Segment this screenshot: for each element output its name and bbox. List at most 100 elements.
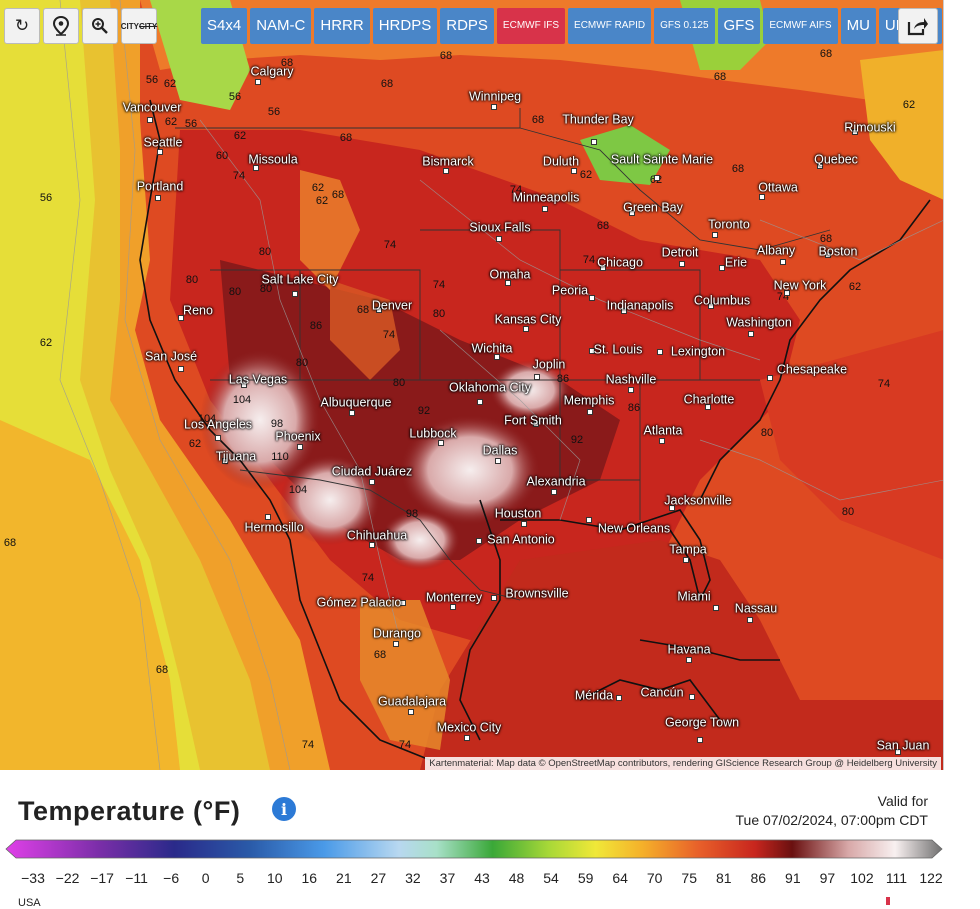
city-label[interactable]: Los Angeles: [183, 417, 253, 432]
city-marker[interactable]: [255, 79, 261, 85]
city-label[interactable]: Gómez Palacio: [316, 595, 402, 610]
city-marker[interactable]: [369, 542, 375, 548]
city-marker[interactable]: [669, 505, 675, 511]
city-marker[interactable]: [147, 117, 153, 123]
city-label[interactable]: Mérida: [574, 688, 614, 703]
city-label[interactable]: Tijuana: [215, 449, 257, 464]
city-label[interactable]: Alexandria: [526, 474, 586, 489]
city-marker[interactable]: [241, 382, 247, 388]
city-marker[interactable]: [759, 194, 765, 200]
city-label[interactable]: San José: [144, 349, 198, 364]
city-marker[interactable]: [438, 440, 444, 446]
city-marker[interactable]: [713, 605, 719, 611]
city-marker[interactable]: [155, 195, 161, 201]
city-label[interactable]: Nashville: [605, 372, 657, 387]
city-marker[interactable]: [712, 232, 718, 238]
city-label[interactable]: Cancún: [640, 685, 684, 700]
model-button-rdps[interactable]: RDPS: [440, 8, 494, 44]
city-marker[interactable]: [496, 236, 502, 242]
city-label[interactable]: Tampa: [669, 542, 707, 557]
city-label[interactable]: Jacksonville: [664, 493, 732, 508]
city-label[interactable]: Portland: [136, 179, 184, 194]
city-label[interactable]: Duluth: [542, 154, 580, 169]
city-label[interactable]: Mexico City: [436, 720, 502, 735]
city-label[interactable]: Chesapeake: [776, 362, 848, 377]
city-label[interactable]: Salt Lake City: [261, 272, 339, 287]
city-label[interactable]: Rimouski: [844, 120, 896, 135]
city-label[interactable]: Reno: [183, 303, 213, 318]
city-label[interactable]: Lexington: [670, 344, 726, 359]
city-label[interactable]: Nassau: [734, 601, 778, 616]
city-marker[interactable]: [784, 290, 790, 296]
city-marker[interactable]: [679, 261, 685, 267]
city-marker[interactable]: [494, 354, 500, 360]
city-marker[interactable]: [222, 458, 228, 464]
city-marker[interactable]: [477, 399, 483, 405]
city-marker[interactable]: [895, 749, 901, 755]
model-button-s4x4[interactable]: S4x4: [201, 8, 248, 44]
city-marker[interactable]: [852, 129, 858, 135]
city-label[interactable]: New York: [773, 278, 827, 293]
model-button-ecmwf-ifs[interactable]: ECMWF IFS: [496, 8, 566, 44]
city-marker[interactable]: [621, 308, 627, 314]
city-marker[interactable]: [657, 349, 663, 355]
city-marker[interactable]: [689, 694, 695, 700]
city-label[interactable]: New Orleans: [597, 521, 671, 536]
city-marker[interactable]: [376, 307, 382, 313]
model-button-mu[interactable]: MU: [840, 8, 876, 44]
city-label[interactable]: Durango: [373, 626, 421, 641]
weather-map[interactable]: 68 68 68 68 68 56 62 56 56 62 68 62 56 62 68 60 68 74 62 62…: [0, 0, 944, 770]
city-marker[interactable]: [505, 280, 511, 286]
city-label[interactable]: Vancouver: [122, 100, 182, 115]
city-marker[interactable]: [178, 366, 184, 372]
city-marker[interactable]: [542, 206, 548, 212]
city-label[interactable]: Kansas City: [494, 312, 562, 327]
city-label[interactable]: George Town: [664, 715, 740, 730]
city-label[interactable]: Miami: [677, 589, 711, 604]
city-marker[interactable]: [495, 458, 501, 464]
city-marker[interactable]: [747, 617, 753, 623]
model-button-ecmwf-aifs[interactable]: ECMWF AIFS: [763, 8, 838, 44]
city-label[interactable]: Albany: [756, 243, 796, 258]
city-marker[interactable]: [591, 139, 597, 145]
city-label[interactable]: Lubbock: [409, 426, 457, 441]
model-button-nam-c[interactable]: NAM-C: [250, 8, 312, 44]
city-marker[interactable]: [157, 149, 163, 155]
city-marker[interactable]: [265, 514, 271, 520]
city-label[interactable]: Hermosillo: [244, 520, 304, 535]
city-label[interactable]: Washington: [726, 315, 792, 330]
zoom-in-icon[interactable]: [82, 8, 118, 44]
info-icon[interactable]: i: [272, 797, 296, 821]
city-marker[interactable]: [534, 374, 540, 380]
city-marker[interactable]: [659, 438, 665, 444]
city-label[interactable]: Detroit: [661, 245, 699, 260]
city-marker[interactable]: [628, 387, 634, 393]
city-marker[interactable]: [780, 259, 786, 265]
city-label[interactable]: Columbus: [693, 293, 751, 308]
city-labels-toggle[interactable]: CITY CITY: [121, 8, 157, 44]
city-label[interactable]: Winnipeg: [468, 89, 522, 104]
city-label[interactable]: Chihuahua: [346, 528, 408, 543]
city-marker[interactable]: [817, 163, 823, 169]
city-marker[interactable]: [767, 375, 773, 381]
city-label[interactable]: Chicago: [597, 255, 643, 270]
city-label[interactable]: Sault Sainte Marie: [610, 152, 714, 167]
city-marker[interactable]: [654, 175, 660, 181]
city-marker[interactable]: [491, 595, 497, 601]
city-marker[interactable]: [521, 521, 527, 527]
share-icon[interactable]: [898, 8, 938, 44]
city-label[interactable]: Seattle: [143, 135, 183, 150]
city-label[interactable]: Ciudad Juárez: [331, 464, 413, 479]
city-label[interactable]: Calgary: [250, 64, 294, 79]
city-marker[interactable]: [450, 604, 456, 610]
city-label[interactable]: Indianapolis: [606, 298, 674, 313]
city-label[interactable]: Toronto: [708, 217, 750, 232]
city-label[interactable]: Boston: [818, 244, 858, 259]
model-button-hrdps[interactable]: HRDPS: [372, 8, 438, 44]
city-marker[interactable]: [719, 265, 725, 271]
city-label[interactable]: San Antonio: [487, 532, 555, 547]
city-label[interactable]: St. Louis: [593, 342, 643, 357]
refresh-icon[interactable]: ↻: [4, 8, 40, 44]
city-marker[interactable]: [705, 404, 711, 410]
city-label[interactable]: Bismarck: [422, 154, 474, 169]
